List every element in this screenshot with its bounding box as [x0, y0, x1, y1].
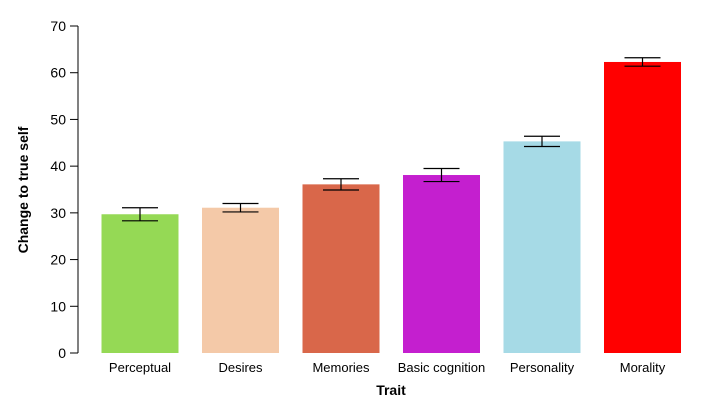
x-axis-title: Trait: [376, 382, 406, 398]
bar: [403, 175, 480, 353]
x-tick-label: Personality: [510, 360, 575, 375]
bar: [101, 214, 179, 353]
x-tick-label: Memories: [312, 360, 370, 375]
y-tick-label: 60: [50, 65, 66, 81]
x-tick-label: Desires: [218, 360, 263, 375]
x-tick-label: Morality: [620, 360, 666, 375]
error-bar: [323, 178, 359, 191]
y-tick-label: 10: [50, 298, 66, 314]
y-tick-label: 20: [50, 252, 66, 268]
bar: [202, 207, 279, 353]
bar: [503, 141, 581, 353]
x-axis-labels: Perceptual Desires Memories Basic cognition…: [109, 360, 666, 375]
y-tick-label: 70: [50, 18, 66, 34]
x-tick-label: Perceptual: [109, 360, 171, 375]
y-tick-label: 50: [50, 111, 66, 127]
error-bar: [122, 207, 158, 222]
error-bar: [423, 167, 460, 183]
y-axis: 0 10 20 30 40 50 60 70: [50, 18, 79, 361]
error-bar: [524, 135, 560, 148]
bars: [101, 57, 681, 353]
y-tick-label: 40: [50, 158, 66, 174]
error-bar: [222, 202, 259, 213]
error-bar: [624, 57, 661, 67]
y-tick-label: 30: [50, 205, 66, 221]
y-tick-label: 0: [58, 345, 66, 361]
bar: [302, 184, 380, 353]
bar: [604, 61, 681, 353]
x-tick-label: Basic cognition: [398, 360, 485, 375]
y-axis-title: Change to true self: [15, 126, 31, 253]
